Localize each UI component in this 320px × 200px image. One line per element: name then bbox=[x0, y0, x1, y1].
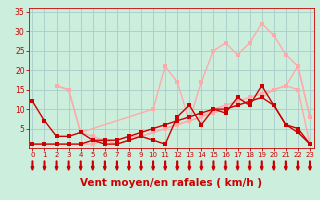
X-axis label: Vent moyen/en rafales ( km/h ): Vent moyen/en rafales ( km/h ) bbox=[80, 178, 262, 188]
